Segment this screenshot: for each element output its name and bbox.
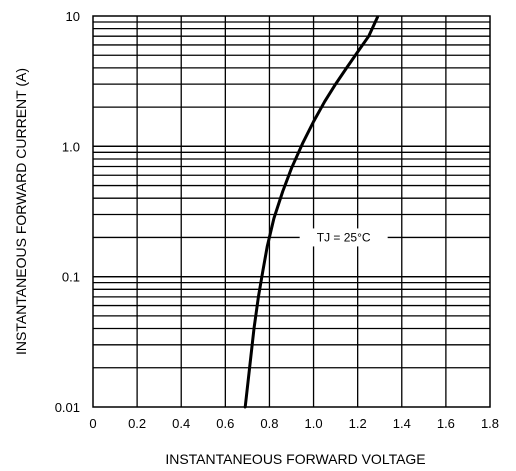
x-tick-label: 1.6 bbox=[437, 416, 455, 431]
series-line-0 bbox=[243, 15, 379, 409]
annotation-group: TJ = 25°C bbox=[299, 228, 388, 247]
x-axis-label: INSTANTANEOUS FORWARD VOLTAGE bbox=[165, 451, 425, 467]
x-tick-label: 0.2 bbox=[128, 416, 146, 431]
plot-frame bbox=[92, 15, 491, 408]
x-tick-label: 1.4 bbox=[393, 416, 411, 431]
x-tick-label: 0.6 bbox=[216, 416, 234, 431]
y-tick-label: 10 bbox=[66, 9, 80, 24]
x-tick-label: 0.4 bbox=[172, 416, 190, 431]
x-tick-label: 1.2 bbox=[349, 416, 367, 431]
annotation-background bbox=[299, 228, 388, 247]
x-tick-label: 1.0 bbox=[305, 416, 323, 431]
y-tick-labels: 0.01 0.1 1.0 10 bbox=[55, 9, 80, 415]
temperature-annotation: TJ = 25°C bbox=[317, 230, 371, 244]
grid bbox=[93, 16, 490, 407]
x-tick-label: 0.8 bbox=[260, 416, 278, 431]
y-tick-label: 0.1 bbox=[62, 270, 80, 285]
x-tick-label: 1.8 bbox=[481, 416, 499, 431]
series-layer bbox=[243, 15, 379, 409]
y-tick-label: 0.01 bbox=[55, 400, 80, 415]
x-tick-label: 0 bbox=[89, 416, 96, 431]
y-tick-label: 1.0 bbox=[62, 139, 80, 154]
x-tick-labels: 0 0.2 0.4 0.6 0.8 1.0 1.2 1.4 1.6 1.8 bbox=[89, 416, 499, 431]
y-axis-label: INSTANTANEOUS FORWARD CURRENT (A) bbox=[13, 68, 29, 355]
